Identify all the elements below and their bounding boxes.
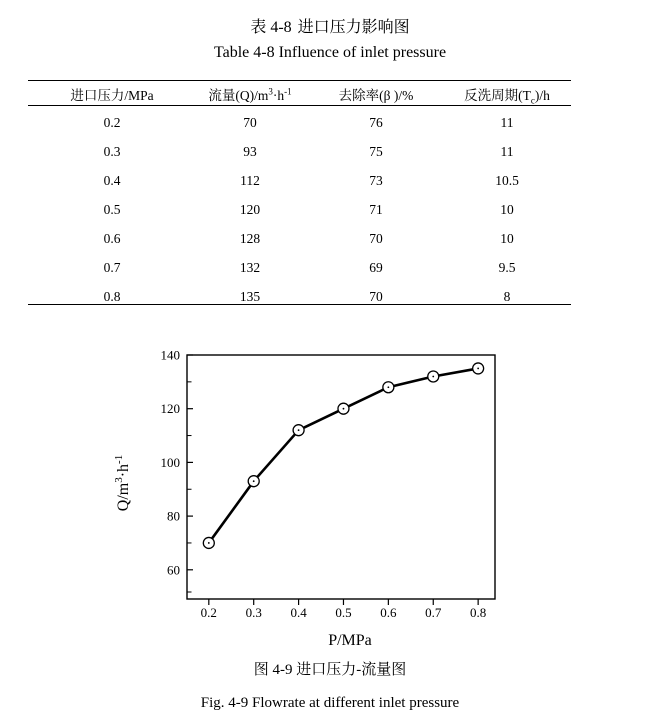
svg-text:80: 80 [167, 509, 180, 524]
svg-text:P/MPa: P/MPa [328, 632, 372, 649]
svg-text:0.5: 0.5 [335, 605, 351, 620]
svg-text:0.8: 0.8 [470, 605, 486, 620]
svg-text:0.2: 0.2 [201, 605, 217, 620]
svg-text:60: 60 [167, 562, 180, 577]
svg-text:0.7: 0.7 [425, 605, 442, 620]
svg-text:0.6: 0.6 [380, 605, 397, 620]
svg-text:120: 120 [161, 401, 181, 416]
svg-text:0.4: 0.4 [290, 605, 307, 620]
svg-text:Q/m3·h-1: Q/m3·h-1 [113, 455, 132, 511]
svg-text:0.3: 0.3 [246, 605, 262, 620]
svg-text:140: 140 [161, 348, 181, 363]
svg-text:100: 100 [161, 455, 181, 470]
